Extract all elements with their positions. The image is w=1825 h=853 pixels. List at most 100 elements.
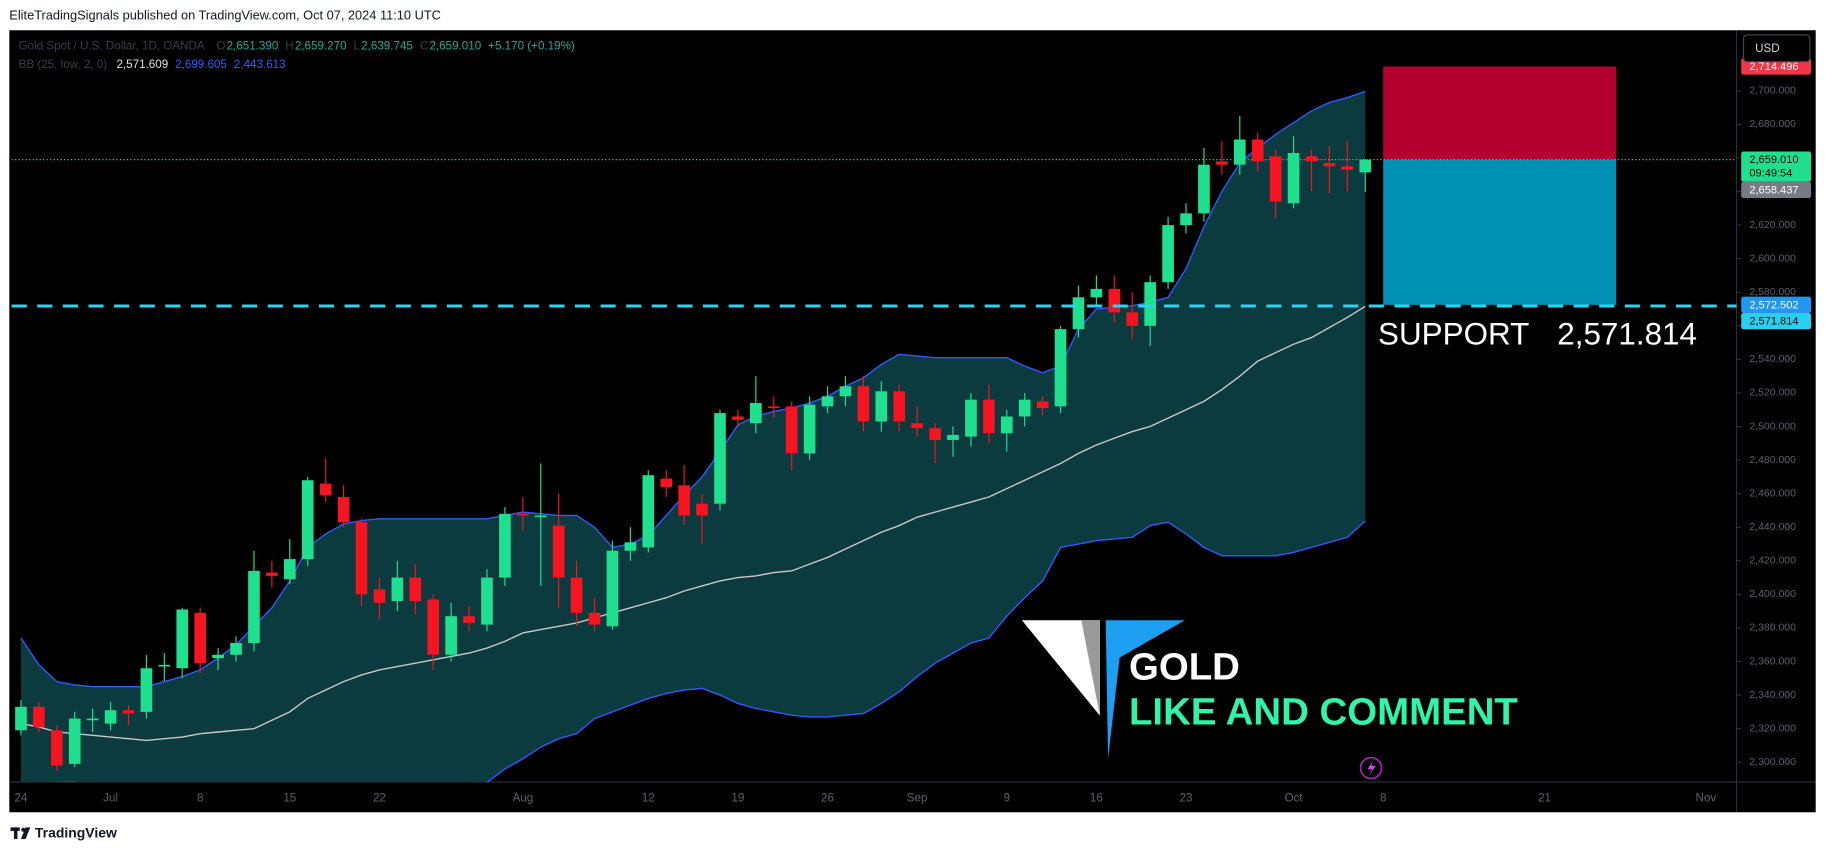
band-line [20,305,1366,742]
legend-text: C [420,40,428,53]
legend-text: 2,639.745 [361,40,413,53]
candle-body [158,664,171,667]
legend-text: Gold Spot / U.S. Dollar, 1D, OANDA [19,40,205,53]
x-tick-label: 12 [642,791,655,804]
candle-body [230,643,242,655]
legend-text: 2,659.270 [295,40,347,53]
candle-body [696,503,708,516]
candle-body [821,396,834,407]
candle-body [212,654,224,659]
candle-body [445,616,457,655]
x-tick-label: 8 [1380,791,1386,804]
candle-body [1341,166,1354,170]
y-tick-label: 2,420.000 [1749,556,1796,567]
y-tick-label: 2,680.000 [1749,119,1796,130]
candle-body [391,577,404,602]
candle-body [33,706,45,727]
candle-body [803,404,816,454]
x-tick-label: 26 [821,791,834,804]
candle-body [355,522,368,595]
band-line [20,90,1366,688]
y-tick-label: 2,480.000 [1749,455,1796,466]
candle-body [337,497,350,523]
candle-body [606,550,619,627]
tv-logo-stem [13,827,18,840]
candle-body [194,612,207,664]
logo-subtitle: LIKE AND COMMENT [1129,691,1518,734]
y-tick-label: 2,360.000 [1749,656,1796,667]
candle-body [122,710,135,714]
candle-body [875,391,888,422]
x-tick-label: Oct [1285,791,1304,804]
x-tick-label: Aug [512,791,533,804]
legend-text: +5.170 (+0.19%) [488,40,575,53]
candle-body [1018,399,1031,417]
price-label: 2,658.437 [1749,184,1798,196]
x-tick-label: Nov [1695,791,1716,804]
candle-body [1269,156,1282,202]
candle-body [947,434,959,440]
price-label: 2,714.496 [1749,61,1798,73]
y-tick-label: 2,320.000 [1749,723,1796,734]
x-tick-label: 19 [731,791,744,804]
x-tick-label: 8 [197,791,203,804]
footer-logo: TradingView [10,824,117,840]
candle-body [642,475,655,548]
candle-body [266,572,278,576]
publish-header: EliteTradingSignals published on Trading… [9,8,441,23]
price-label-box [1741,181,1812,199]
candle-body [104,710,117,724]
candle-body [857,386,870,422]
legend-text: 2,699.605 [175,58,227,71]
y-tick-label: 2,300.000 [1749,757,1796,768]
candle-body [319,483,332,496]
candle-body [1072,297,1085,330]
x-tick-label: 24 [14,791,27,804]
candle-body [660,478,673,487]
candle-body [893,391,906,422]
tv-logo-dot [21,827,26,832]
candle-body [1233,139,1246,165]
candle-body [1251,139,1264,162]
stop-zone [1383,66,1617,160]
candle-body [1198,164,1210,214]
x-tick-label: 22 [373,791,386,804]
currency-button[interactable]: USD [1742,34,1811,63]
x-tick-label: 21 [1538,791,1551,804]
price-label-box [1741,296,1812,313]
footer-brand: TradingView [35,824,117,840]
y-tick-label: 2,400.000 [1749,589,1796,600]
alert-icon[interactable] [1359,756,1383,780]
price-label-box [1741,58,1812,75]
y-tick-label: 2,340.000 [1749,690,1796,701]
candle-body [1036,401,1049,409]
y-tick-label: 2,620.000 [1749,220,1796,231]
x-tick-label: Sep [907,791,928,804]
candle-body [1162,225,1174,283]
candle-body [839,386,852,397]
candle-body [1000,416,1013,434]
candle-body [283,559,296,580]
candle-body [301,480,314,560]
candle-body [624,542,637,551]
x-tick-label: Jul [103,791,118,804]
legend-text: BB (25, low, 2, 0) [19,58,108,71]
y-tick-label: 2,500.000 [1749,421,1796,432]
candle-body [1090,288,1103,298]
y-tick-label: 2,460.000 [1749,488,1796,499]
logo-shade [1081,620,1100,716]
candle-body [1144,282,1156,326]
currency-label[interactable]: USD [1755,42,1780,55]
price-label: 2,571.814 [1749,316,1798,328]
candle-body [732,416,744,420]
legend-text: 2,659.010 [429,40,481,53]
y-tick-label: 2,540.000 [1749,354,1796,365]
price-countdown: 09:49:54 [1749,168,1792,180]
candle-body [1323,163,1336,167]
currency-box[interactable] [1742,34,1811,63]
y-tick-label: 2,700.000 [1749,86,1796,97]
candle-body [785,406,798,454]
candle-body [373,589,386,603]
candle-body [1287,152,1300,204]
tv-logo-slash [20,827,31,840]
